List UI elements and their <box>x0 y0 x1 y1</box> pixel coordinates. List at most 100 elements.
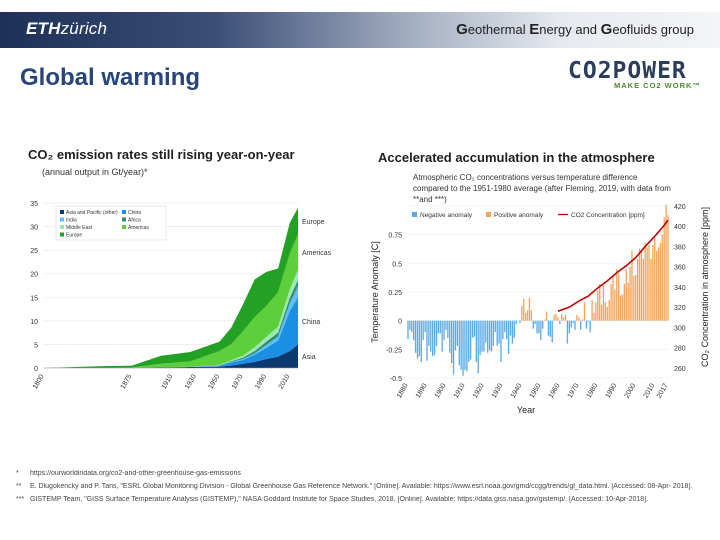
group-word-3: eofluids group <box>612 22 694 37</box>
negative-anomaly-bar <box>496 320 498 346</box>
left-x-tick-label: 2010 <box>278 373 292 390</box>
area-end-label: Americas <box>302 250 332 257</box>
right-y-tick-label: 0.75 <box>388 233 402 240</box>
negative-anomaly-bar <box>589 320 591 333</box>
left-x-tick-label: 1990 <box>254 373 268 390</box>
right-y2-tick-label: 260 <box>674 366 686 373</box>
negative-anomaly-bar <box>477 320 479 374</box>
negative-anomaly-bar <box>441 320 443 352</box>
negative-anomaly-bar <box>511 320 514 344</box>
negative-anomaly-bar <box>445 320 447 330</box>
legend-swatch <box>60 217 64 222</box>
positive-anomaly-bar <box>659 242 662 321</box>
positive-anomaly-bar <box>642 258 644 321</box>
right-x-tick-label: 1980 <box>586 382 600 399</box>
right-x-tick-label: 1930 <box>491 382 505 399</box>
right-x-tick-label: 1900 <box>434 382 448 399</box>
left-x-tick-label: 1910 <box>161 373 175 390</box>
co2power-logo: CO2POWER MAKE CO2 WORK™ <box>568 58 708 90</box>
positive-anomaly-bar <box>595 302 597 321</box>
left-chart-title: CO₂ emission rates still rising year-on-… <box>28 147 295 162</box>
negative-anomaly-bar <box>447 320 449 338</box>
right-y2-tick-label: 400 <box>674 224 686 231</box>
negative-anomaly-bar <box>506 320 508 340</box>
negative-anomaly-bar <box>507 320 510 354</box>
co2power-tagline: MAKE CO2 WORK™ <box>614 81 701 90</box>
negative-anomaly-bar <box>587 320 589 322</box>
right-y-tick-label: 0 <box>398 319 402 326</box>
group-initial-e: E <box>529 21 540 38</box>
left-y-tick-label: 35 <box>30 201 38 208</box>
left-y-tick-label: 5 <box>34 342 38 349</box>
negative-anomaly-bar <box>481 320 483 352</box>
positive-anomaly-bar <box>599 283 601 321</box>
left-legend-box <box>55 205 167 241</box>
left-y-tick-label: 30 <box>30 225 38 232</box>
page-title: Global warming <box>20 64 201 91</box>
positive-anomaly-bar <box>610 283 612 321</box>
negative-anomaly-bar <box>430 320 432 352</box>
footnote-1: * https://ourworldindata.org/co2-and-othe… <box>16 470 720 483</box>
positive-anomaly-bar <box>561 313 563 321</box>
positive-anomaly-bar <box>555 313 557 321</box>
legend-label: Africa <box>128 218 141 224</box>
right-chart-description: Atmospheric CO₂ concentrations versus te… <box>413 173 671 204</box>
negative-anomaly-bar <box>542 320 544 329</box>
positive-anomaly-bar <box>638 248 641 321</box>
area-end-label: Asia <box>302 354 316 361</box>
legend-label: Americas <box>128 225 149 231</box>
positive-anomaly-bar <box>661 234 663 321</box>
footnote-mark: ** <box>16 483 22 490</box>
negative-anomaly-bar <box>566 320 569 344</box>
right-x-tick-label: 2010 <box>643 382 657 399</box>
positive-anomaly-bar <box>604 302 607 321</box>
positive-anomaly-bar <box>633 275 635 321</box>
positive-anomaly-bar <box>608 300 610 321</box>
left-y-tick-label: 0 <box>34 366 38 373</box>
negative-anomaly-bar <box>449 320 451 353</box>
right-y-tick-label: -0.5 <box>390 376 402 383</box>
eth-logo-bold: ETH <box>26 19 61 38</box>
positive-anomaly-bar <box>543 319 546 321</box>
right-y2-tick-label: 300 <box>674 325 686 332</box>
group-initial-g1: G <box>456 21 468 38</box>
negative-anomaly-bar <box>411 320 413 333</box>
legend-label: Asia and Pacific (other) <box>66 210 118 216</box>
legend-swatch <box>122 210 126 214</box>
negative-anomaly-bar <box>504 320 506 333</box>
right-y-tick-label: -0.25 <box>386 347 402 354</box>
negative-anomaly-bar <box>464 320 466 370</box>
positive-anomaly-bar <box>600 304 603 321</box>
right-y2-tick-label: 420 <box>674 204 686 211</box>
positive-anomaly-bar <box>655 250 658 321</box>
positive-anomaly-bar <box>526 310 529 321</box>
negative-anomaly-bar <box>485 320 487 343</box>
negative-anomaly-bar <box>462 320 464 376</box>
co2-concentration-line <box>557 219 669 312</box>
positive-anomaly-bar <box>564 314 567 321</box>
negative-anomaly-bar <box>494 320 496 333</box>
co2power-wordmark: CO2POWER <box>568 58 687 84</box>
negative-anomaly-bar <box>426 320 428 361</box>
positive-anomaly-bar <box>612 275 614 321</box>
positive-anomaly-bar <box>602 285 605 321</box>
negative-anomaly-bar <box>500 320 502 362</box>
right-y2-tick-label: 360 <box>674 265 686 272</box>
negative-anomaly-bar <box>547 320 550 336</box>
negative-anomaly-bar <box>456 320 459 346</box>
header-bar <box>0 12 720 48</box>
positive-anomaly-bar <box>629 266 631 321</box>
negative-anomaly-bar <box>515 320 517 325</box>
negative-anomaly-bar <box>413 320 415 341</box>
negative-anomaly-bar <box>437 320 440 334</box>
right-y-tick-label: 0.5 <box>392 261 402 268</box>
negative-anomaly-bar <box>416 320 419 359</box>
eth-logo-italic: zürich <box>60 19 108 38</box>
negative-anomaly-bar <box>572 320 574 323</box>
footnote-3: *** GISTEMP Team, "GISS Surface Temperatu… <box>16 496 720 509</box>
negative-anomaly-bar <box>551 320 553 343</box>
positive-anomaly-bar <box>667 215 669 321</box>
legend-label: Europe <box>66 233 82 239</box>
area-end-label: China <box>302 319 320 326</box>
negative-anomaly-bar <box>568 320 570 334</box>
